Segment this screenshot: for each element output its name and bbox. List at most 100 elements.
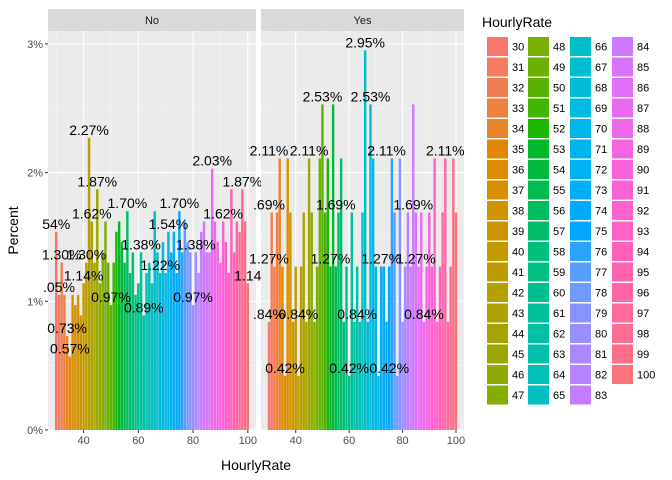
bar-yes-99 bbox=[452, 158, 455, 430]
bar-yes-67 bbox=[366, 321, 370, 430]
legend-key-42 bbox=[487, 283, 508, 302]
bar-yes-85 bbox=[414, 212, 418, 430]
legend-label: 90 bbox=[637, 165, 649, 177]
legend-key-55 bbox=[528, 180, 549, 200]
bar-yes-38 bbox=[289, 212, 292, 430]
y-axis-title: Percent bbox=[5, 206, 21, 254]
legend-key-48 bbox=[528, 37, 549, 56]
data-label: 1.69% bbox=[316, 196, 356, 212]
legend-key-30 bbox=[487, 37, 508, 56]
bar-no-78 bbox=[186, 242, 189, 430]
legend-key-87 bbox=[612, 98, 633, 118]
bar-yes-87 bbox=[420, 212, 423, 430]
legend-label: 67 bbox=[595, 62, 607, 74]
legend-label: 87 bbox=[637, 103, 649, 115]
legend-label: 86 bbox=[637, 83, 649, 95]
legend-label: 96 bbox=[637, 288, 649, 300]
bar-no-42 bbox=[87, 137, 91, 430]
data-label: 1.14% bbox=[64, 267, 104, 283]
bar-no-97 bbox=[238, 231, 241, 430]
data-label: 2.53% bbox=[351, 88, 391, 104]
legend-label: 48 bbox=[553, 42, 565, 54]
legend-key-54 bbox=[528, 160, 549, 179]
legend-label: 37 bbox=[512, 185, 524, 197]
legend-key-71 bbox=[570, 139, 591, 159]
legend-label: 69 bbox=[595, 103, 607, 115]
bar-yes-44 bbox=[305, 321, 308, 430]
legend-key-63 bbox=[528, 344, 549, 364]
bar-no-66 bbox=[153, 211, 156, 430]
bar-yes-90 bbox=[428, 212, 431, 430]
legend-label: 32 bbox=[512, 83, 524, 95]
bar-no-100 bbox=[246, 283, 250, 430]
legend-label: 43 bbox=[512, 308, 524, 320]
bar-yes-78 bbox=[396, 375, 399, 430]
bar-no-96 bbox=[235, 221, 239, 430]
legend-key-46 bbox=[487, 365, 508, 384]
bar-yes-74 bbox=[385, 321, 388, 430]
bar-no-37 bbox=[74, 305, 77, 430]
bar-no-47 bbox=[101, 252, 104, 430]
bar-yes-73 bbox=[382, 266, 386, 430]
legend-label: 41 bbox=[512, 267, 524, 279]
bar-yes-93 bbox=[436, 321, 439, 430]
legend-key-41 bbox=[487, 262, 508, 282]
x-axis-title: HourlyRate bbox=[221, 457, 291, 473]
legend-key-40 bbox=[487, 242, 508, 261]
bar-no-98 bbox=[241, 189, 244, 430]
x-tick-label: 100 bbox=[447, 435, 465, 447]
bar-no-81 bbox=[194, 252, 198, 430]
legend-key-94 bbox=[612, 242, 633, 261]
bar-no-39 bbox=[79, 315, 83, 430]
legend-key-49 bbox=[528, 57, 549, 77]
legend-label: 60 bbox=[553, 288, 565, 300]
bar-yes-42 bbox=[299, 266, 303, 430]
legend-key-80 bbox=[570, 324, 591, 343]
data-label: 2.11% bbox=[426, 142, 465, 158]
legend-label: 68 bbox=[595, 83, 607, 95]
bar-no-67 bbox=[156, 252, 159, 430]
data-label: 0.97% bbox=[173, 289, 213, 305]
x-tick-label: 40 bbox=[290, 435, 302, 447]
bar-no-68 bbox=[158, 272, 162, 430]
bar-yes-43 bbox=[302, 212, 305, 430]
legend-label: 51 bbox=[553, 103, 565, 115]
legend-key-79 bbox=[570, 303, 591, 323]
legend-label: 56 bbox=[553, 206, 565, 218]
bar-yes-89 bbox=[425, 266, 428, 430]
bar-yes-56 bbox=[337, 212, 340, 430]
legend-key-78 bbox=[570, 283, 591, 302]
legend-key-84 bbox=[612, 37, 633, 56]
legend-key-86 bbox=[612, 78, 633, 97]
data-label: 1.30% bbox=[66, 247, 106, 263]
legend-label: 75 bbox=[595, 226, 607, 238]
legend-key-76 bbox=[570, 242, 591, 261]
data-label: 54% bbox=[42, 216, 70, 232]
bar-no-95 bbox=[232, 252, 236, 430]
bar-yes-52 bbox=[326, 158, 329, 430]
bar-no-71 bbox=[167, 231, 170, 430]
legend-key-81 bbox=[570, 344, 591, 364]
bar-no-87 bbox=[210, 168, 214, 430]
legend-label: 72 bbox=[595, 165, 607, 177]
bar-no-85 bbox=[205, 252, 208, 430]
data-label: 0.84% bbox=[404, 306, 444, 322]
legend-label: 40 bbox=[512, 247, 524, 259]
data-label: 0.42% bbox=[329, 360, 369, 376]
legend-key-52 bbox=[528, 119, 549, 138]
bar-no-35 bbox=[68, 356, 72, 430]
bar-no-77 bbox=[183, 221, 187, 430]
legend-label: 34 bbox=[512, 124, 524, 136]
bar-yes-63 bbox=[355, 266, 359, 430]
data-label: 2.11% bbox=[290, 142, 329, 158]
bar-yes-41 bbox=[297, 375, 300, 430]
bar-no-62 bbox=[142, 315, 146, 430]
data-label: 0.57% bbox=[50, 341, 90, 357]
bar-yes-37 bbox=[286, 158, 289, 430]
data-label: 1.27% bbox=[396, 251, 436, 267]
data-label: 1.38% bbox=[176, 236, 216, 252]
data-label: 2.53% bbox=[303, 88, 343, 104]
data-label: 2.03% bbox=[192, 153, 232, 169]
data-label: 0.97% bbox=[91, 289, 131, 305]
